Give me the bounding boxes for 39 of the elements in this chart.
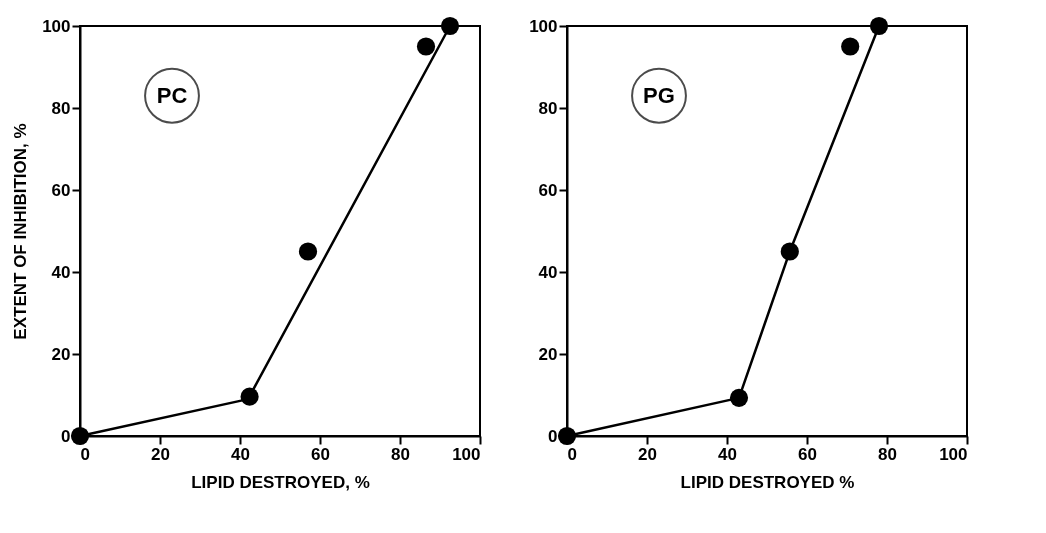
x-tick-label: 100	[939, 444, 968, 464]
x-axis-title: LIPID DESTROYED %	[680, 472, 855, 492]
point	[869, 16, 889, 36]
x-tick-label: 80	[391, 444, 410, 464]
y-tick-label: 80	[538, 98, 558, 118]
x-tick-label: 60	[311, 444, 330, 464]
x-tick-label: 60	[798, 444, 817, 464]
annotation: PG	[643, 82, 675, 108]
x-tick-label: 40	[718, 444, 737, 464]
y-tick-label: 60	[51, 180, 71, 200]
y-tick-label: 60	[538, 180, 558, 200]
point	[416, 37, 436, 56]
y-tick-label: 100	[529, 16, 558, 36]
point	[240, 387, 259, 406]
point	[70, 426, 90, 446]
x-tick-label: 40	[231, 444, 250, 464]
x-axis-title: LIPID DESTROYED, %	[191, 472, 370, 492]
point	[841, 37, 860, 56]
point	[557, 426, 577, 446]
y-tick-label: 20	[538, 344, 558, 364]
y-tick-label: 40	[538, 262, 558, 282]
y-tick-label: 40	[51, 262, 71, 282]
x-tick-label: 0	[80, 444, 90, 464]
y-tick-label: 0	[61, 426, 71, 446]
point	[729, 388, 749, 407]
x-tick-label: 20	[151, 444, 170, 464]
y-tick-label: 20	[51, 344, 71, 364]
point	[780, 242, 799, 261]
point	[298, 242, 318, 261]
y-tick-label: 0	[548, 426, 558, 446]
y-tick-label: 80	[51, 98, 71, 118]
y-axis-title: EXTENT OF INHIBITION, %	[11, 123, 31, 340]
x-tick-label: 100	[452, 444, 481, 464]
x-tick-label: 80	[878, 444, 897, 464]
x-tick-label: 0	[567, 444, 577, 464]
x-tick-label: 20	[638, 444, 657, 464]
point	[440, 16, 460, 36]
annotation: PC	[156, 82, 188, 108]
y-tick-label: 100	[42, 16, 71, 36]
